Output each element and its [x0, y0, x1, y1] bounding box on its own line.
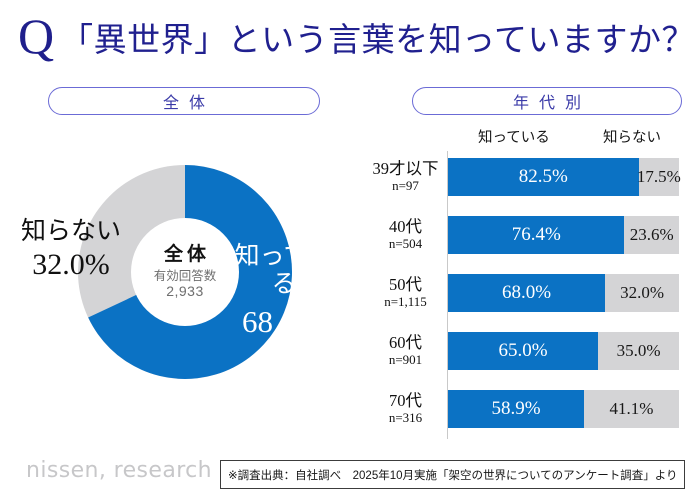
bar-segment-known: 58.9%: [448, 390, 585, 428]
bar-row-sample-size: n=97: [392, 177, 419, 193]
bar-row-age: 50代: [389, 275, 422, 295]
section-header-overall: 全体: [48, 87, 320, 115]
donut-label-known-value: 68.0%: [241, 304, 323, 339]
bar-segment-known: 76.4%: [448, 216, 625, 254]
bar-chart-axis: [447, 151, 449, 439]
bar-segment-known: 68.0%: [448, 274, 606, 312]
age-bar-chart: 知っている 知らない 39才以下 n=97 82.5% 17.5% 40代 n=504 76…: [370, 126, 690, 444]
donut-center-number: 2,933: [166, 283, 204, 300]
bar-track: 58.9% 41.1%: [448, 390, 679, 428]
section-header-by-age: 年代別: [412, 87, 682, 115]
bar-row-label: 50代 n=1,115: [370, 274, 441, 312]
legend-unknown: 知らない: [603, 130, 661, 146]
bar-segment-unknown: 32.0%: [605, 274, 679, 312]
bar-segment-unknown: 41.1%: [584, 390, 679, 428]
bar-chart-legend: 知っている 知らない: [370, 126, 690, 148]
bar-track: 82.5% 17.5%: [448, 158, 681, 196]
bar-row-age: 70代: [389, 391, 422, 411]
donut-label-known-name: 知っている: [234, 243, 334, 298]
question-mark-icon: Q: [18, 8, 55, 64]
bar-row-age: 60代: [389, 333, 422, 353]
bar-segment-unknown: 23.6%: [624, 216, 679, 254]
bar-row: 39才以下 n=97 82.5% 17.5%: [370, 158, 690, 196]
bar-track: 76.4% 23.6%: [448, 216, 679, 254]
donut-label-unknown-value: 32.0%: [32, 248, 110, 281]
bar-row-age: 40代: [389, 217, 422, 237]
page-title: Q 「異世界」という言葉を知っていますか？: [0, 8, 700, 66]
bar-row-label: 70代 n=316: [370, 390, 441, 428]
legend-known: 知っている: [478, 130, 550, 146]
donut-label-unknown: 知らない 32.0%: [8, 218, 134, 282]
bar-segment-known: 65.0%: [448, 332, 599, 370]
bar-row-sample-size: n=316: [388, 409, 423, 425]
bar-segment-unknown: 17.5%: [637, 158, 681, 196]
bar-row-sample-size: n=1,115: [384, 293, 427, 309]
bar-row: 50代 n=1,115 68.0% 32.0%: [370, 274, 690, 312]
bar-row-label: 60代 n=901: [370, 332, 441, 370]
bar-track: 65.0% 35.0%: [448, 332, 679, 370]
brand-logo: nissen, research: [26, 458, 213, 483]
donut-center-label: 全体 有効回答数 2,933: [131, 218, 239, 326]
question-title-text: 「異世界」という言葉を知っていますか？: [60, 23, 695, 59]
donut-label-known: 知っている 68.0%: [228, 243, 340, 340]
bar-row: 70代 n=316 58.9% 41.1%: [370, 390, 690, 428]
donut-label-unknown-name: 知らない: [20, 218, 121, 245]
bar-row-sample-size: n=901: [388, 351, 423, 367]
bar-row-label: 39才以下 n=97: [370, 158, 441, 196]
bar-row-label: 40代 n=504: [370, 216, 441, 254]
donut-center-subtitle: 有効回答数: [153, 268, 217, 283]
bar-segment-unknown: 35.0%: [598, 332, 679, 370]
donut-center-title: 全体: [163, 243, 210, 265]
bar-row: 40代 n=504 76.4% 23.6%: [370, 216, 690, 254]
bar-row-sample-size: n=504: [388, 235, 423, 251]
donut-chart: 全体 有効回答数 2,933: [78, 165, 292, 379]
bar-row-age: 39才以下: [372, 159, 439, 179]
bar-track: 68.0% 32.0%: [448, 274, 679, 312]
bar-row: 60代 n=901 65.0% 35.0%: [370, 332, 690, 370]
bar-segment-known: 82.5%: [448, 158, 639, 196]
source-note: ※調査出典：自社調べ 2025年10月実施「架空の世界についてのアンケート調査」…: [220, 460, 685, 489]
